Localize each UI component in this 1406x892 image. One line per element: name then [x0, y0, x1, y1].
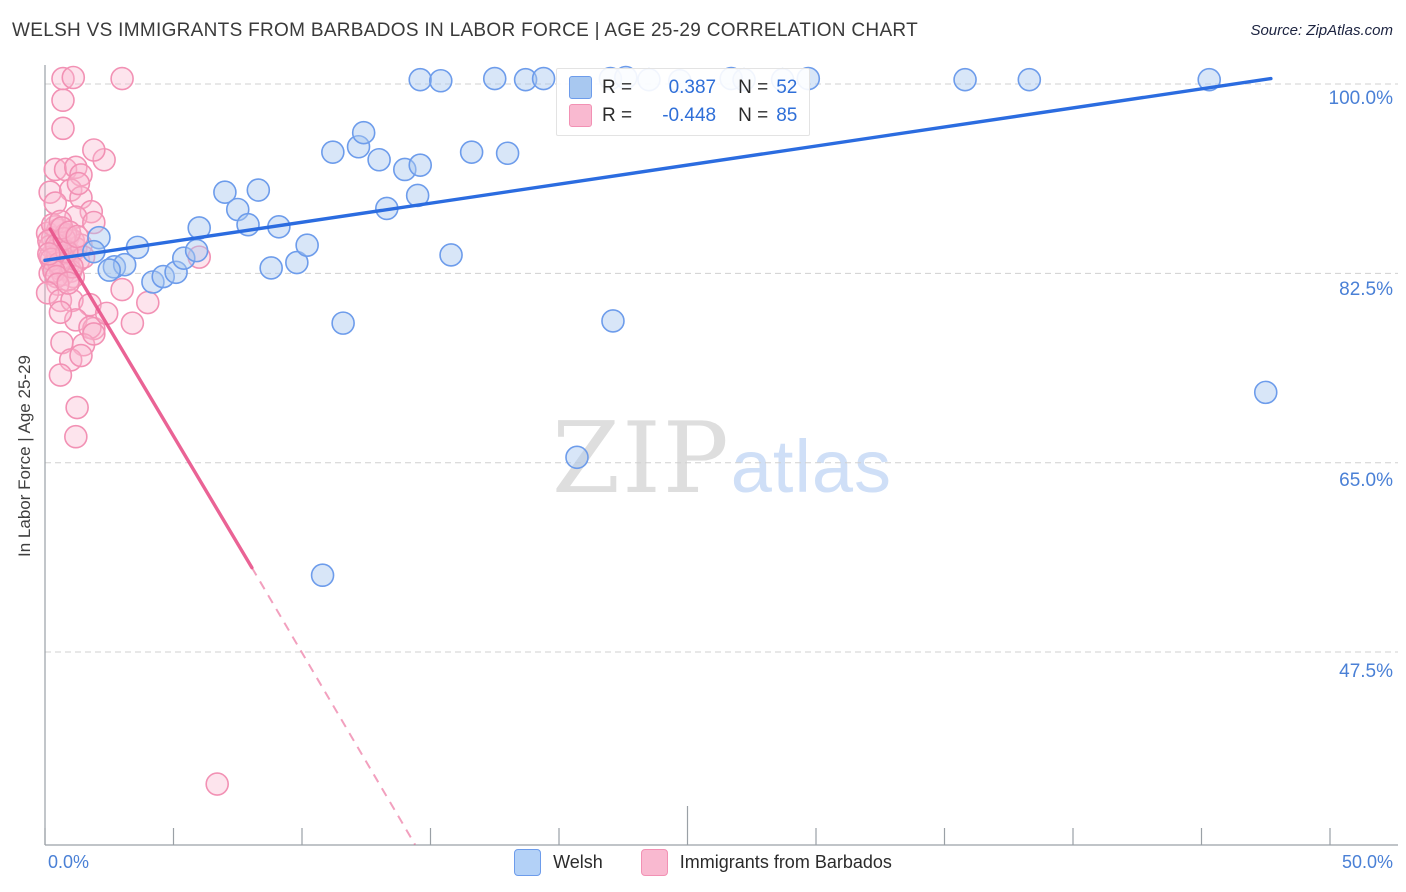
barbados-swatch-icon	[569, 104, 592, 127]
n-value-welsh: 52	[776, 76, 798, 98]
scatter-point-barbados	[38, 180, 62, 204]
scatter-point-barbados	[57, 220, 82, 245]
scatter-point-barbados	[69, 343, 93, 368]
n-label: N =	[738, 76, 769, 98]
scatter-point-welsh	[482, 66, 507, 91]
scatter-point-barbados	[56, 271, 80, 295]
scatter-point-welsh	[513, 67, 538, 92]
source-attribution: Source: ZipAtlas.com	[1250, 22, 1393, 39]
scatter-point-welsh	[439, 243, 463, 267]
scatter-point-barbados	[66, 171, 91, 196]
barbados-legend-swatch-icon	[640, 849, 668, 876]
scatter-point-barbados	[37, 242, 61, 266]
scatter-point-welsh	[87, 225, 111, 250]
scatter-point-barbados	[78, 315, 102, 340]
scatter-point-welsh	[97, 258, 122, 282]
legend-item-welsh: Welsh	[514, 849, 603, 876]
y-tick-100: 100.0%	[1328, 88, 1393, 109]
chart-title: WELSH VS IMMIGRANTS FROM BARBADOS IN LAB…	[12, 20, 919, 41]
x-tick-min: 0.0%	[48, 852, 90, 872]
scatter-point-barbados	[48, 300, 73, 325]
scatter-point-welsh	[259, 256, 283, 280]
y-axis-title: In Labor Force | Age 25-29	[15, 355, 34, 557]
scatter-point-barbados	[65, 395, 89, 420]
scatter-point-welsh	[408, 153, 433, 177]
scatter-point-barbados	[205, 772, 229, 796]
scatter-point-welsh	[246, 178, 271, 202]
n-value-barbados: 85	[776, 104, 798, 126]
n-label: N =	[738, 104, 769, 126]
welsh-swatch-icon	[569, 76, 592, 99]
scatter-point-welsh	[531, 66, 556, 91]
welsh-legend-label: Welsh	[553, 852, 603, 872]
scatter-point-welsh	[213, 180, 237, 204]
watermark-atlas: atlas	[730, 425, 893, 508]
scatter-point-barbados	[82, 138, 106, 162]
legend-row-welsh: R = 0.387 N = 52	[569, 76, 797, 99]
y-tick-65: 65.0%	[1339, 470, 1393, 491]
scatter-point-barbados	[48, 363, 73, 387]
scatter-point-barbados	[51, 88, 75, 113]
scatter-point-barbados	[51, 116, 75, 141]
scatter-point-welsh	[331, 311, 355, 335]
scatter-point-welsh	[428, 68, 453, 93]
scatter-point-welsh	[1253, 380, 1278, 405]
scatter-point-barbados	[82, 322, 106, 346]
scatter-point-barbados	[120, 311, 145, 335]
scatter-point-welsh	[408, 67, 433, 92]
scatter-point-welsh	[112, 252, 137, 277]
scatter-point-welsh	[295, 233, 319, 258]
scatter-point-welsh	[495, 141, 520, 166]
scatter-point-welsh	[164, 260, 188, 285]
scatter-point-welsh	[171, 246, 196, 271]
r-value-barbados: -0.448	[662, 104, 717, 126]
zipatlas-watermark: ZIPatlas	[552, 402, 892, 516]
scatter-point-welsh	[601, 309, 625, 333]
scatter-point-barbados	[64, 424, 88, 449]
scatter-point-barbados	[61, 65, 86, 90]
scatter-point-welsh	[1197, 67, 1222, 92]
welsh-trend-line	[43, 76, 1273, 263]
barbados-legend-label: Immigrants from Barbados	[679, 852, 892, 872]
scatter-point-welsh	[346, 134, 371, 159]
scatter-point-barbados	[136, 290, 160, 315]
welsh-legend-swatch-icon	[514, 849, 542, 876]
y-tick-82-5: 82.5%	[1339, 279, 1393, 300]
y-tick-47-5: 47.5%	[1339, 661, 1393, 682]
scatter-point-welsh	[459, 140, 484, 164]
scatter-point-welsh	[1017, 67, 1042, 92]
scatter-point-welsh	[351, 120, 376, 145]
scatter-point-barbados	[82, 210, 106, 235]
scatter-point-welsh	[321, 140, 345, 164]
barbados-trend-line-extension	[251, 567, 416, 846]
correlation-legend: R = 0.387 N = 52 R = -0.448 N = 85	[556, 68, 811, 136]
barbados-trend-line	[48, 227, 254, 570]
scatter-point-welsh	[367, 147, 391, 172]
scatter-point-welsh	[184, 238, 209, 263]
legend-row-barbados: R = -0.448 N = 85	[569, 104, 797, 127]
x-tick-max: 50.0%	[1341, 852, 1393, 872]
scatter-point-welsh	[392, 157, 417, 182]
series-legend: Welsh Immigrants from Barbados	[0, 849, 1406, 876]
scatter-point-welsh	[151, 264, 176, 289]
r-label: R =	[602, 104, 633, 126]
scatter-point-barbados	[110, 277, 134, 302]
scatter-point-welsh	[565, 445, 589, 470]
scatter-point-welsh	[285, 250, 309, 275]
scatter-point-welsh	[310, 563, 335, 588]
scatter-point-barbados	[35, 281, 60, 305]
scatter-point-welsh	[953, 67, 977, 92]
r-value-welsh: 0.387	[668, 76, 717, 98]
scatter-point-barbados	[110, 66, 134, 91]
legend-item-barbados: Immigrants from Barbados	[640, 849, 892, 876]
watermark-zip: ZIP	[552, 402, 731, 516]
r-label: R =	[602, 76, 633, 98]
